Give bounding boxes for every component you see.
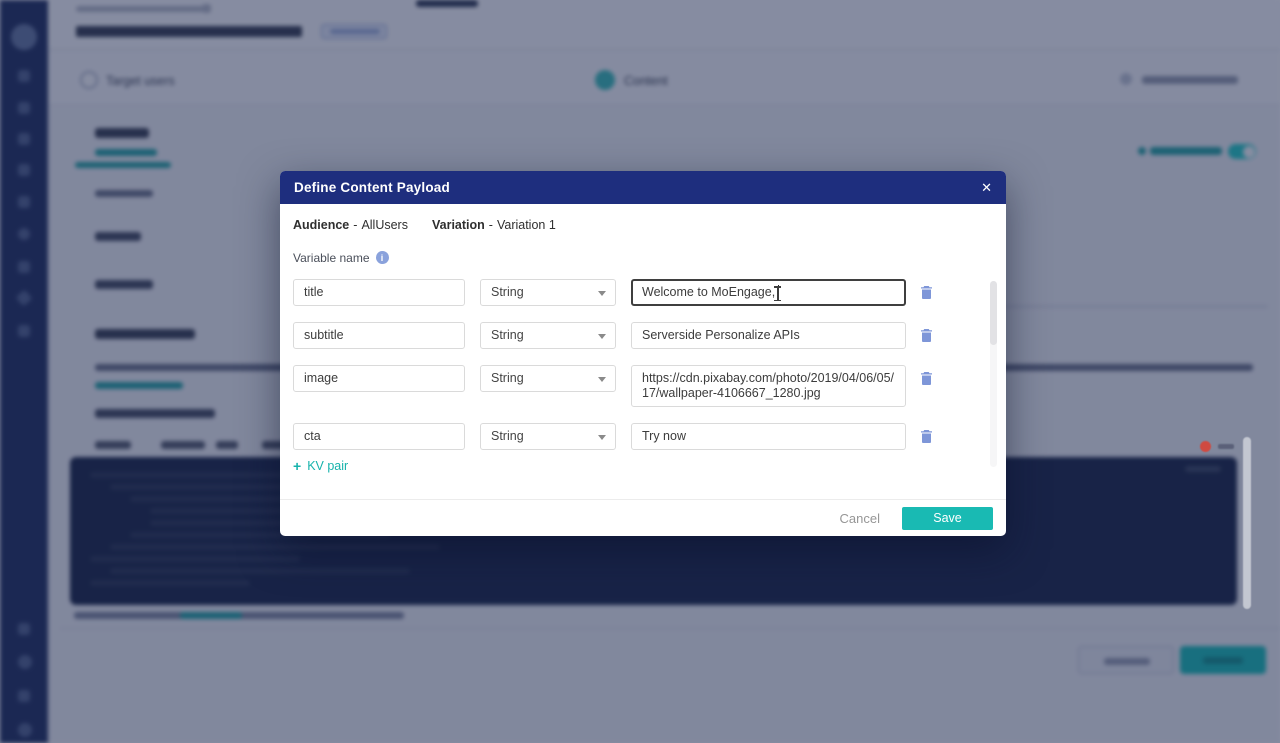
- add-kv-pair-label: KV pair: [307, 459, 349, 473]
- chevron-down-icon: [598, 435, 606, 440]
- value-input[interactable]: Serverside Personalize APIs: [631, 322, 906, 349]
- key-input[interactable]: subtitle: [293, 322, 465, 349]
- value-text: Try now: [642, 429, 686, 443]
- cancel-button[interactable]: Cancel: [839, 510, 880, 526]
- delete-row-icon[interactable]: [921, 372, 932, 390]
- type-select[interactable]: String: [480, 279, 616, 306]
- page-scrollbar[interactable]: [1243, 437, 1251, 609]
- type-select[interactable]: String: [480, 423, 616, 450]
- modal-header: Define Content Payload ✕: [280, 171, 1006, 204]
- type-text: String: [491, 429, 524, 443]
- info-icon[interactable]: i: [375, 251, 389, 264]
- modal-scrollbar-thumb[interactable]: [990, 281, 997, 345]
- kv-row: title String Welcome to MoEngage,: [293, 279, 993, 306]
- save-button[interactable]: Save: [902, 506, 993, 530]
- modal-title: Define Content Payload: [294, 180, 450, 195]
- type-select[interactable]: String: [480, 365, 616, 392]
- modal-body: Audience - AllUsers Variation - Variation 1 V…: [280, 204, 1006, 483]
- record-indicator-icon: [1200, 441, 1211, 452]
- kv-row: image String https://cdn.pixabay.com/pho…: [293, 365, 993, 407]
- value-input[interactable]: Try now: [631, 423, 906, 450]
- key-text: subtitle: [304, 328, 344, 342]
- value-text: Welcome to MoEngage,: [642, 285, 776, 299]
- value-text: https://cdn.pixabay.com/photo/2019/04/06…: [642, 371, 895, 400]
- type-select[interactable]: String: [480, 322, 616, 349]
- key-text: title: [304, 285, 324, 299]
- plus-icon: +: [293, 458, 302, 474]
- separator: -: [488, 218, 493, 232]
- text-cursor-icon: [773, 286, 782, 301]
- chevron-down-icon: [598, 334, 606, 339]
- close-icon[interactable]: ✕: [981, 180, 992, 195]
- audience-label: Audience: [293, 218, 350, 232]
- variable-name-header: Variable name: [293, 250, 370, 265]
- key-input[interactable]: title: [293, 279, 465, 306]
- value-text: Serverside Personalize APIs: [642, 328, 800, 342]
- key-input[interactable]: cta: [293, 423, 465, 450]
- value-input[interactable]: Welcome to MoEngage,: [631, 279, 906, 306]
- record-indicator-text: [1218, 444, 1234, 449]
- delete-row-icon[interactable]: [921, 286, 932, 304]
- modal-scrollbar-track[interactable]: [990, 281, 997, 467]
- kv-rows: title String Welcome to MoEngage,: [293, 279, 997, 467]
- kv-row: cta String Try now: [293, 423, 993, 450]
- value-input[interactable]: https://cdn.pixabay.com/photo/2019/04/06…: [631, 365, 906, 407]
- type-text: String: [491, 285, 524, 299]
- delete-row-icon[interactable]: [921, 430, 932, 448]
- separator: -: [353, 218, 358, 232]
- kv-row: subtitle String Serverside Personalize A…: [293, 322, 993, 349]
- key-input[interactable]: image: [293, 365, 465, 392]
- modal-footer: Cancel Save: [280, 499, 1006, 536]
- variation-value: Variation 1: [496, 218, 556, 232]
- define-content-payload-modal: Define Content Payload ✕ Audience - AllUse…: [280, 171, 1006, 536]
- variation-label: Variation: [431, 218, 485, 232]
- chevron-down-icon: [598, 291, 606, 296]
- text-caret: [778, 285, 780, 298]
- key-text: cta: [304, 429, 321, 443]
- column-header-row: Variable name i: [293, 250, 993, 265]
- delete-row-icon[interactable]: [921, 329, 932, 347]
- key-text: image: [304, 371, 339, 385]
- audience-value: AllUsers: [361, 218, 408, 232]
- type-text: String: [491, 371, 524, 385]
- chevron-down-icon: [598, 377, 606, 382]
- add-kv-pair-button[interactable]: + KV pair: [293, 458, 349, 474]
- type-text: String: [491, 328, 524, 342]
- context-line: Audience - AllUsers Variation - Variation 1: [293, 218, 993, 234]
